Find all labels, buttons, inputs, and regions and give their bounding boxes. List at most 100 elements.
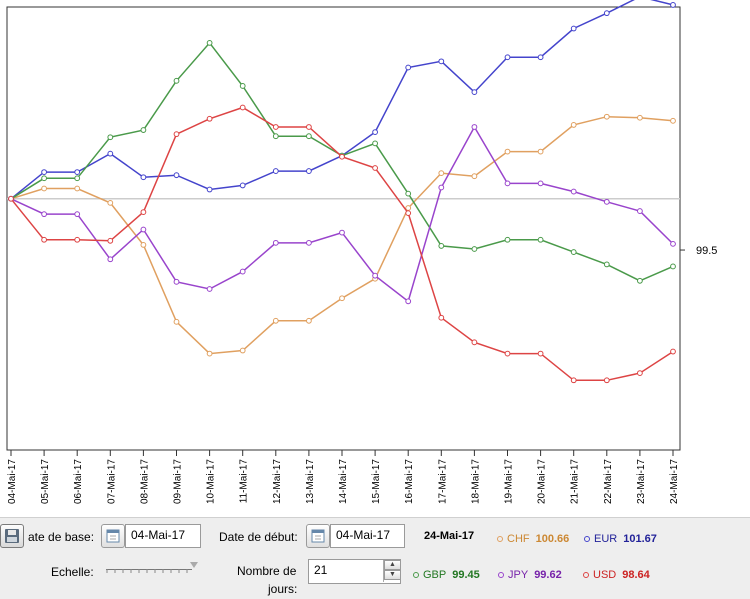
data-point-jpy xyxy=(74,211,81,218)
legend-usd: USD 98.64 xyxy=(583,567,650,581)
legend-gbp-value: 99.45 xyxy=(452,569,480,581)
data-point-usd xyxy=(405,210,412,217)
data-point-eur xyxy=(405,64,412,71)
data-point-gbp xyxy=(206,39,213,46)
chart: 99.5 04-Mai-17 05-Mai-17 06-Mai-17 07-Mai-17… xyxy=(6,0,717,504)
x-tick-label: 11-Mai-17 xyxy=(239,459,250,504)
start-date-input[interactable]: 04-Mai-17 xyxy=(330,524,405,548)
data-point-usd xyxy=(8,195,14,202)
data-point-chf xyxy=(504,148,511,155)
data-point-jpy xyxy=(41,211,47,218)
spin-down-icon[interactable]: ▼ xyxy=(384,570,401,580)
x-tick-label: 04-Mai-17 xyxy=(7,459,18,504)
data-point-gbp xyxy=(372,140,379,147)
data-point-gbp xyxy=(272,133,279,140)
data-point-chf xyxy=(471,173,478,180)
data-point-eur xyxy=(41,169,47,175)
save-button[interactable] xyxy=(0,524,24,548)
base-date-calendar-button[interactable] xyxy=(101,524,125,548)
data-point-jpy xyxy=(339,229,345,236)
data-point-chf xyxy=(239,347,246,354)
plot-area xyxy=(6,6,681,451)
x-tick-label: 07-Mai-17 xyxy=(106,459,117,504)
data-point-eur xyxy=(74,169,81,175)
data-point-chf xyxy=(637,114,643,121)
data-point-gbp xyxy=(405,190,412,197)
data-point-jpy xyxy=(405,298,412,305)
data-point-usd xyxy=(41,236,47,243)
data-point-chf xyxy=(603,113,610,120)
end-date-label: 24-Mai-17 xyxy=(424,530,475,542)
x-tick-label: 14-Mai-17 xyxy=(338,459,349,504)
x-tick-label: 12-Mai-17 xyxy=(272,459,283,504)
x-tick-label: 23-Mai-17 xyxy=(636,459,647,504)
legend-usd-marker xyxy=(583,571,589,578)
data-point-chf xyxy=(570,122,577,128)
data-point-jpy xyxy=(306,239,312,246)
data-point-usd xyxy=(74,236,81,243)
start-date-label: Date de début: xyxy=(219,530,298,544)
data-point-usd xyxy=(339,153,345,160)
data-point-eur xyxy=(372,129,379,136)
x-tick-label: 19-Mai-17 xyxy=(504,459,515,504)
data-point-gbp xyxy=(504,236,511,243)
data-point-usd xyxy=(637,370,643,376)
start-date-calendar-button[interactable] xyxy=(306,524,330,548)
data-point-jpy xyxy=(603,198,610,205)
x-tick-label: 18-Mai-17 xyxy=(470,459,481,504)
data-point-jpy xyxy=(173,278,180,285)
calendar-icon xyxy=(311,529,325,543)
legend-eur-value: 101.67 xyxy=(623,533,657,545)
legend-usd-name: USD xyxy=(593,569,617,581)
data-point-gbp xyxy=(670,263,676,270)
data-point-chf xyxy=(537,148,544,155)
y-tick-label: 99.5 xyxy=(696,245,717,257)
slider-thumb-icon[interactable] xyxy=(190,562,198,568)
x-tick-label: 13-Mai-17 xyxy=(305,459,316,504)
data-point-usd xyxy=(107,237,114,244)
data-point-eur xyxy=(206,186,213,193)
data-point-eur xyxy=(603,10,610,17)
base-date-label: ate de base: xyxy=(28,530,95,544)
data-point-gbp xyxy=(637,277,643,284)
base-date-input[interactable]: 04-Mai-17 xyxy=(125,524,201,548)
data-point-jpy xyxy=(438,184,445,191)
data-point-chf xyxy=(438,170,445,177)
data-point-chf xyxy=(41,185,47,192)
data-point-jpy xyxy=(272,239,279,246)
data-point-eur xyxy=(272,168,279,174)
x-tick-label: 22-Mai-17 xyxy=(603,459,614,504)
data-point-jpy xyxy=(107,256,114,263)
x-tick-label: 09-Mai-17 xyxy=(173,459,184,504)
data-point-jpy xyxy=(537,180,544,187)
data-point-usd xyxy=(372,165,379,171)
data-point-chf xyxy=(173,318,180,325)
data-point-gbp xyxy=(438,243,445,249)
data-point-jpy xyxy=(570,188,577,195)
save-icon xyxy=(5,529,19,543)
data-point-jpy xyxy=(372,272,379,279)
calendar-icon xyxy=(106,529,120,543)
legend-jpy: JPY 99.62 xyxy=(498,567,562,581)
legend-jpy-name: JPY xyxy=(508,569,529,581)
data-point-usd xyxy=(670,348,676,355)
data-point-usd xyxy=(206,115,213,122)
scale-label: Echelle: xyxy=(51,565,94,579)
data-point-usd xyxy=(537,350,544,357)
data-point-gbp xyxy=(603,261,610,268)
spin-up-icon[interactable]: ▲ xyxy=(384,560,401,570)
data-point-jpy xyxy=(504,180,511,187)
data-point-eur xyxy=(438,58,445,65)
data-point-eur xyxy=(537,54,544,61)
x-tick-label: 15-Mai-17 xyxy=(371,459,382,504)
scale-slider[interactable] xyxy=(106,562,198,576)
data-point-gbp xyxy=(570,249,577,255)
data-point-eur xyxy=(570,25,577,32)
data-point-usd xyxy=(173,131,180,138)
data-point-usd xyxy=(570,377,577,384)
data-point-gbp xyxy=(74,175,81,182)
data-point-jpy xyxy=(239,268,246,275)
x-tick-label: 17-Mai-17 xyxy=(437,459,448,504)
legend-eur: EUR 101.67 xyxy=(584,531,657,545)
data-point-eur xyxy=(504,54,511,61)
